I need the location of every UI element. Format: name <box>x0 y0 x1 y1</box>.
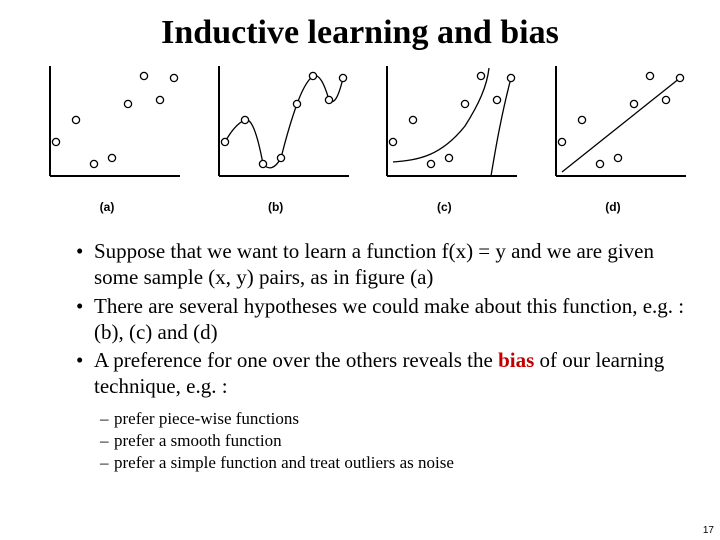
bullet-2: There are several hypotheses we could ma… <box>76 293 692 346</box>
plot-c <box>369 56 519 196</box>
bias-word: bias <box>498 348 534 372</box>
figure-b-label: (b) <box>268 200 283 214</box>
plot-b <box>201 56 351 196</box>
figure-c: (c) <box>369 56 519 214</box>
figure-d-label: (d) <box>605 200 620 214</box>
slide: Inductive learning and bias (a) (b) (c) … <box>0 0 720 540</box>
sub-1: prefer piece-wise functions <box>100 408 692 430</box>
bullet-1: Suppose that we want to learn a function… <box>76 238 692 291</box>
plot-a <box>32 56 182 196</box>
bullet-3: A preference for one over the others rev… <box>76 347 692 400</box>
page-title: Inductive learning and bias <box>28 14 692 52</box>
figure-b: (b) <box>201 56 351 214</box>
page-number: 17 <box>703 525 714 536</box>
sub-3: prefer a simple function and treat outli… <box>100 452 692 474</box>
bullet-list: Suppose that we want to learn a function… <box>28 238 692 400</box>
figure-c-label: (c) <box>437 200 452 214</box>
sub-bullet-list: prefer piece-wise functions prefer a smo… <box>28 408 692 474</box>
plot-d <box>538 56 688 196</box>
figure-d: (d) <box>538 56 688 214</box>
figure-a: (a) <box>32 56 182 214</box>
sub-2: prefer a smooth function <box>100 430 692 452</box>
figure-row: (a) (b) (c) (d) <box>28 56 692 214</box>
figure-a-label: (a) <box>100 200 115 214</box>
